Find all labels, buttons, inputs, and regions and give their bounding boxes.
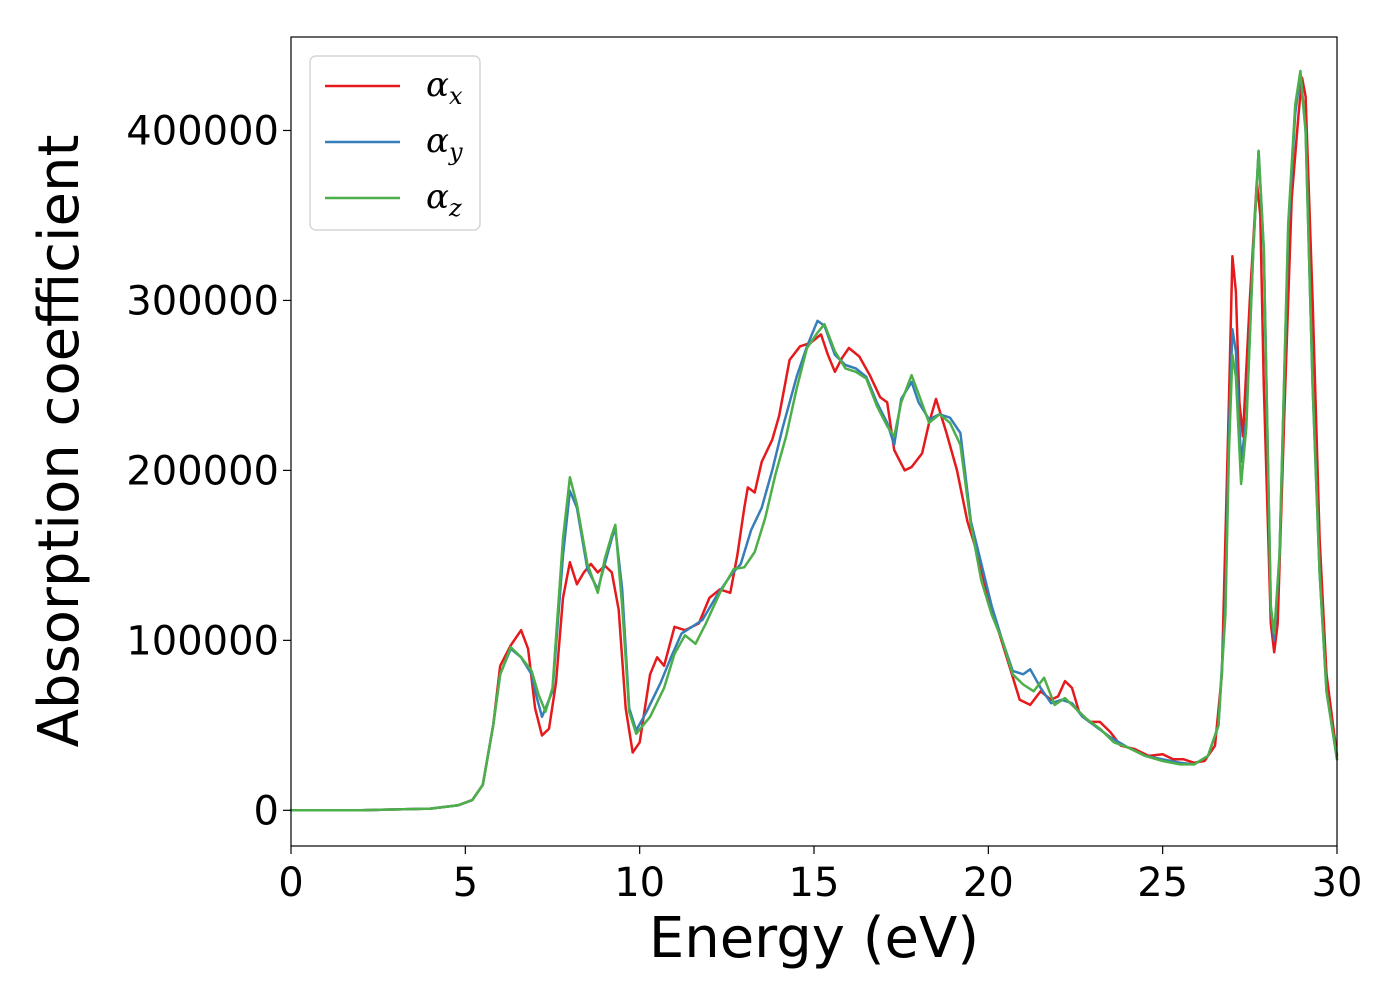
- series-line-z: [289, 69, 1339, 812]
- series-layer: [289, 69, 1339, 812]
- y-tick-label: 400000: [126, 108, 279, 154]
- legend: αx αy αz: [309, 55, 481, 231]
- x-axis-label: Energy (eV): [649, 906, 979, 971]
- y-tick-label: 200000: [126, 448, 279, 494]
- y-tick-label: 300000: [126, 278, 279, 324]
- x-axis: 0 5 10 15 20 25 30: [278, 846, 1362, 906]
- y-tick-label: 100000: [126, 618, 279, 664]
- y-tick-label: 0: [254, 788, 279, 834]
- x-tick-label: 10: [614, 860, 665, 906]
- y-axis-label: Absorption coefficient: [27, 135, 92, 748]
- series-line-x: [289, 76, 1339, 812]
- x-tick-label: 0: [278, 860, 303, 906]
- x-tick-label: 20: [963, 860, 1014, 906]
- legend-label-y: αy: [426, 121, 463, 166]
- x-tick-label: 25: [1137, 860, 1188, 906]
- legend-label-x: αx: [426, 65, 463, 110]
- y-axis: 0 100000 200000 300000 400000: [126, 108, 291, 834]
- legend-label-z: αz: [426, 177, 462, 222]
- x-tick-label: 15: [789, 860, 840, 906]
- x-tick-label: 5: [453, 860, 478, 906]
- x-tick-label: 30: [1312, 860, 1363, 906]
